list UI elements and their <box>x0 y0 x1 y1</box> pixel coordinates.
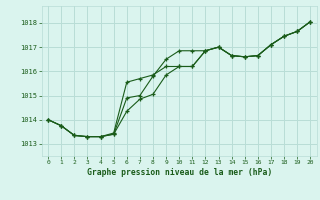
X-axis label: Graphe pression niveau de la mer (hPa): Graphe pression niveau de la mer (hPa) <box>87 168 272 177</box>
